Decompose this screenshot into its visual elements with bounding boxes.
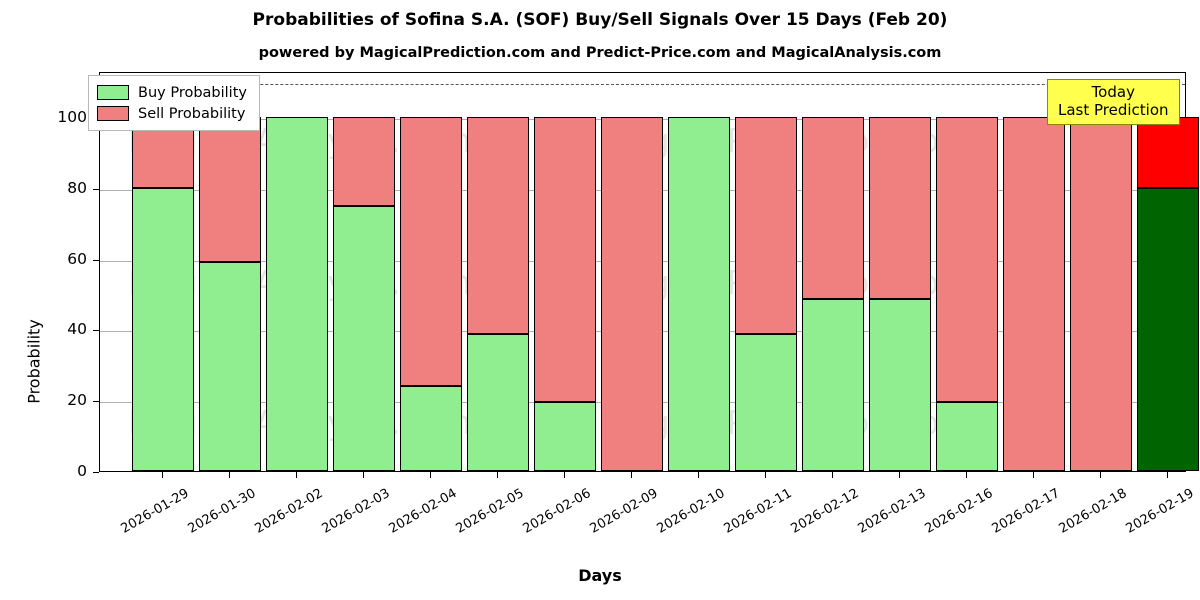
legend-swatch-sell xyxy=(97,106,129,121)
bar-group[interactable] xyxy=(467,71,529,471)
bar-segment-sell[interactable] xyxy=(467,117,529,335)
x-tick-mark xyxy=(564,472,565,478)
x-tick-mark xyxy=(296,472,297,478)
y-tick-label: 20 xyxy=(67,391,87,410)
bar-group[interactable] xyxy=(333,71,395,471)
x-tick-mark xyxy=(966,472,967,478)
bar-segment-sell[interactable] xyxy=(1137,117,1199,188)
bar-group[interactable] xyxy=(266,71,328,471)
y-tick-mark xyxy=(93,472,99,473)
x-tick-mark xyxy=(363,472,364,478)
plot-area: MagicalAnalysis.comMagicalPrediction.com… xyxy=(99,71,1199,472)
bar-segment-buy[interactable] xyxy=(132,187,194,471)
bar-group[interactable] xyxy=(668,71,730,471)
y-axis: 0 20 40 60 80 100 xyxy=(0,72,99,480)
bar-segment-sell[interactable] xyxy=(802,117,864,299)
bar-segment-buy[interactable] xyxy=(668,117,730,471)
x-axis-title: Days xyxy=(578,566,622,585)
bar-segment-buy[interactable] xyxy=(266,117,328,471)
bar-group[interactable] xyxy=(1137,71,1199,471)
x-tick-mark xyxy=(832,472,833,478)
chart-title: Probabilities of Sofina S.A. (SOF) Buy/S… xyxy=(252,10,948,30)
bar-segment-buy[interactable] xyxy=(333,205,395,471)
y-tick-mark xyxy=(93,188,99,190)
bar-segment-sell[interactable] xyxy=(534,117,596,402)
bar-segment-buy[interactable] xyxy=(400,386,462,471)
chart-legend: Buy Probability Sell Probability xyxy=(88,75,260,131)
bar-segment-sell[interactable] xyxy=(1003,117,1065,471)
bar-group[interactable] xyxy=(869,71,931,471)
bar-group[interactable] xyxy=(400,71,462,471)
bar-group[interactable] xyxy=(735,71,797,471)
bar-group[interactable] xyxy=(199,71,261,471)
legend-label-buy: Buy Probability xyxy=(138,84,247,101)
bar-group[interactable] xyxy=(601,71,663,471)
x-tick-mark xyxy=(162,472,163,478)
y-tick-label: 80 xyxy=(67,178,87,197)
last-prediction-label: Last Prediction xyxy=(1058,101,1169,120)
bar-group[interactable] xyxy=(132,71,194,471)
y-tick-mark xyxy=(93,330,99,332)
x-tick-mark xyxy=(631,472,632,478)
bar-group[interactable] xyxy=(802,71,864,471)
bars-layer xyxy=(100,71,1199,471)
legend-item-buy: Buy Probability xyxy=(97,82,247,103)
bar-segment-buy[interactable] xyxy=(467,334,529,471)
y-tick-label: 40 xyxy=(67,320,87,339)
bar-segment-sell[interactable] xyxy=(400,117,462,387)
chart-subtitle: powered by MagicalPrediction.com and Pre… xyxy=(258,45,942,61)
legend-swatch-buy xyxy=(97,85,129,100)
bar-segment-sell[interactable] xyxy=(333,117,395,206)
bar-group[interactable] xyxy=(936,71,998,471)
bar-group[interactable] xyxy=(1003,71,1065,471)
bar-segment-buy[interactable] xyxy=(802,298,864,471)
x-tick-mark xyxy=(229,472,230,478)
y-tick-label: 60 xyxy=(67,249,87,268)
y-tick-label: 0 xyxy=(77,462,87,480)
bar-segment-buy[interactable] xyxy=(869,298,931,471)
x-axis xyxy=(99,472,1186,480)
y-tick-mark xyxy=(93,401,99,403)
x-tick-mark xyxy=(1033,472,1034,478)
x-tick-mark xyxy=(698,472,699,478)
bar-segment-sell[interactable] xyxy=(1070,117,1132,471)
bar-group[interactable] xyxy=(1070,71,1132,471)
x-tick-mark xyxy=(899,472,900,478)
bar-segment-buy[interactable] xyxy=(1137,187,1199,471)
x-tick-mark xyxy=(765,472,766,478)
x-tick-mark xyxy=(430,472,431,478)
bar-segment-buy[interactable] xyxy=(936,401,998,471)
legend-item-sell: Sell Probability xyxy=(97,103,247,124)
bar-segment-sell[interactable] xyxy=(735,117,797,335)
bar-segment-buy[interactable] xyxy=(534,401,596,471)
bar-group[interactable] xyxy=(534,71,596,471)
y-tick-mark xyxy=(93,259,99,261)
bar-segment-sell[interactable] xyxy=(936,117,998,402)
bar-segment-sell[interactable] xyxy=(199,117,261,263)
x-tick-mark xyxy=(497,472,498,478)
bar-segment-sell[interactable] xyxy=(601,117,663,471)
today-annotation: Today Last Prediction xyxy=(1047,79,1180,125)
today-label: Today xyxy=(1091,83,1135,101)
bar-segment-buy[interactable] xyxy=(735,334,797,471)
x-tick-mark xyxy=(1167,472,1168,478)
x-tick-mark xyxy=(1100,472,1101,478)
y-tick-label: 100 xyxy=(57,108,87,127)
bar-segment-sell[interactable] xyxy=(869,117,931,299)
legend-label-sell: Sell Probability xyxy=(138,105,246,122)
bar-segment-buy[interactable] xyxy=(199,262,261,471)
